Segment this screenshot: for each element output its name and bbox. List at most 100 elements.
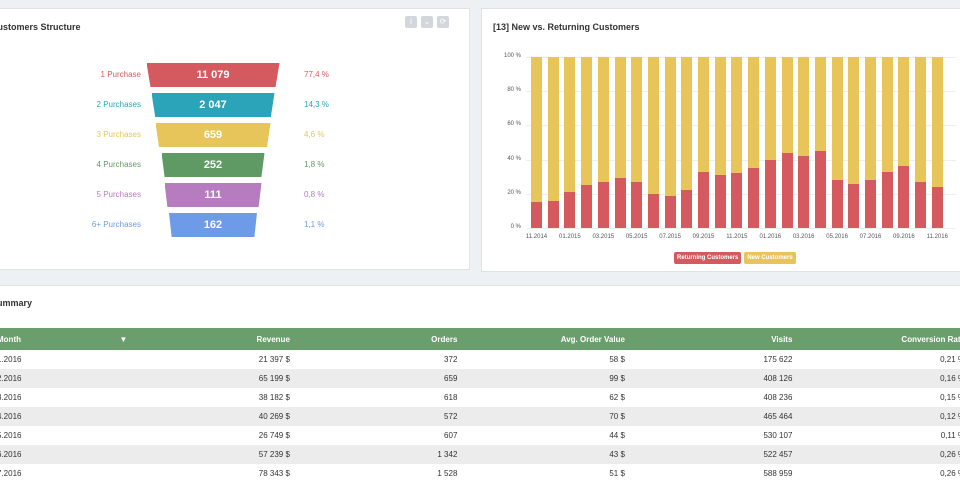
- column-visits[interactable]: Visits: [630, 328, 799, 350]
- bar-new[interactable]: [848, 57, 860, 184]
- table-cell: 0,26 %: [940, 469, 960, 478]
- bar-new[interactable]: [631, 57, 643, 182]
- column-conversion-rate[interactable]: Conversion Rate: [798, 328, 960, 350]
- column-orders[interactable]: Orders: [295, 328, 464, 350]
- bar-new[interactable]: [664, 57, 676, 196]
- bar-returning[interactable]: [814, 151, 826, 228]
- bar-returning[interactable]: [931, 186, 943, 228]
- bar-returning[interactable]: [781, 152, 793, 228]
- table-row[interactable]: 1.2016 21 397 $ 372 58 $ 175 622 0,21 %: [0, 350, 960, 369]
- bar-new[interactable]: [748, 57, 760, 169]
- bar-returning[interactable]: [698, 171, 709, 228]
- table-cell: 408 236: [763, 393, 793, 402]
- table-row[interactable]: 5.2016 26 749 $ 607 44 $ 530 107 0,11 %: [0, 426, 960, 445]
- funnel-bar[interactable]: 252: [161, 153, 265, 177]
- funnel-bar[interactable]: 2 047: [151, 93, 275, 117]
- funnel-row: 3 Purchases 659 4,6 %: [0, 123, 471, 149]
- table-cell: 44 $: [609, 431, 625, 440]
- table-cell: 1 342: [295, 445, 464, 464]
- bar-new[interactable]: [798, 57, 810, 157]
- funnel-bar[interactable]: 11 079: [146, 63, 280, 87]
- bar-new[interactable]: [764, 57, 776, 160]
- bar-returning[interactable]: [631, 181, 643, 228]
- bar-new[interactable]: [931, 57, 943, 187]
- funnel-label: 1 Purchase: [100, 70, 141, 79]
- bar-new[interactable]: [781, 57, 793, 153]
- table-cell: 0,11 %: [940, 431, 960, 440]
- refresh-icon[interactable]: ⟳: [437, 16, 449, 28]
- bar-new[interactable]: [698, 57, 709, 172]
- y-tick-label: 60 %: [507, 121, 521, 128]
- x-tick-label: 11.2016: [926, 234, 948, 240]
- table-cell: 1 528: [437, 469, 458, 478]
- bar-new[interactable]: [531, 57, 542, 203]
- bar-returning[interactable]: [731, 173, 743, 228]
- funnel-bar[interactable]: 659: [155, 123, 271, 147]
- y-tick-label: 100 %: [503, 53, 521, 59]
- bar-returning[interactable]: [764, 159, 776, 228]
- table-cell: 21 397 $: [258, 355, 290, 364]
- table-row[interactable]: 3.2016 38 182 $ 618 62 $ 408 236 0,15 %: [0, 388, 960, 407]
- bar-returning[interactable]: [531, 202, 542, 228]
- table-cell: 588 959: [763, 469, 793, 478]
- bar-returning[interactable]: [597, 181, 609, 228]
- bar-returning[interactable]: [798, 156, 810, 228]
- sort-desc-icon[interactable]: ▼: [119, 334, 128, 344]
- funnel-percent: 1,1 %: [304, 220, 325, 229]
- panel-title: Summary: [0, 298, 33, 308]
- bar-returning[interactable]: [748, 168, 760, 228]
- info-icon[interactable]: i: [405, 16, 417, 28]
- legend-new[interactable]: New Customers: [744, 252, 796, 264]
- bar-new[interactable]: [581, 57, 593, 186]
- table-row[interactable]: 7.2016 78 343 $ 1 528 51 $ 588 959 0,26 %: [0, 464, 960, 483]
- x-tick-label: 05.2016: [826, 234, 848, 240]
- legend-returning[interactable]: Returning Customers: [674, 252, 742, 264]
- bar-returning[interactable]: [848, 183, 860, 228]
- funnel-bar[interactable]: 162: [169, 213, 257, 237]
- table-cell: 572: [295, 407, 464, 426]
- bar-returning[interactable]: [681, 190, 693, 228]
- bar-returning[interactable]: [564, 192, 576, 228]
- chevron-down-icon[interactable]: ⌄: [421, 16, 433, 28]
- bar-new[interactable]: [731, 57, 743, 174]
- bar-new[interactable]: [831, 57, 843, 181]
- bar-new[interactable]: [865, 57, 876, 181]
- bar-new[interactable]: [547, 57, 559, 201]
- bar-new[interactable]: [814, 57, 826, 152]
- table-cell: 465 464: [630, 407, 799, 426]
- bar-returning[interactable]: [915, 181, 927, 228]
- table-cell: 57 239 $: [133, 445, 296, 464]
- bar-new[interactable]: [915, 57, 927, 182]
- table-header-row: Month ▼ Revenue Orders Avg. Order Value …: [0, 328, 960, 350]
- bar-new[interactable]: [564, 57, 576, 193]
- bar-new[interactable]: [681, 57, 693, 191]
- bar-new[interactable]: [714, 57, 726, 175]
- bar-returning[interactable]: [614, 178, 626, 228]
- x-tick-label: 07.2016: [859, 234, 882, 240]
- bar-returning[interactable]: [898, 166, 910, 228]
- bar-new[interactable]: [647, 57, 659, 194]
- bar-returning[interactable]: [865, 180, 876, 228]
- x-tick-label: 03.2016: [792, 234, 815, 240]
- y-tick-label: 80 %: [507, 87, 521, 94]
- column-revenue[interactable]: Revenue: [133, 328, 296, 350]
- funnel-label: 5 Purchases: [96, 190, 141, 199]
- bar-new[interactable]: [597, 57, 609, 182]
- bar-returning[interactable]: [547, 200, 559, 228]
- bar-new[interactable]: [881, 57, 893, 172]
- x-tick-label: 01.2015: [559, 234, 581, 240]
- bar-returning[interactable]: [831, 180, 843, 228]
- bar-new[interactable]: [614, 57, 626, 179]
- bar-returning[interactable]: [881, 171, 893, 228]
- bar-returning[interactable]: [714, 174, 726, 228]
- column-month[interactable]: Month ▼: [0, 328, 134, 350]
- bar-returning[interactable]: [647, 193, 659, 228]
- bar-returning[interactable]: [581, 185, 593, 228]
- column-avg-order-value[interactable]: Avg. Order Value: [463, 328, 631, 350]
- funnel-bar[interactable]: 111: [164, 183, 262, 207]
- bar-returning[interactable]: [664, 195, 676, 228]
- bar-new[interactable]: [898, 57, 910, 167]
